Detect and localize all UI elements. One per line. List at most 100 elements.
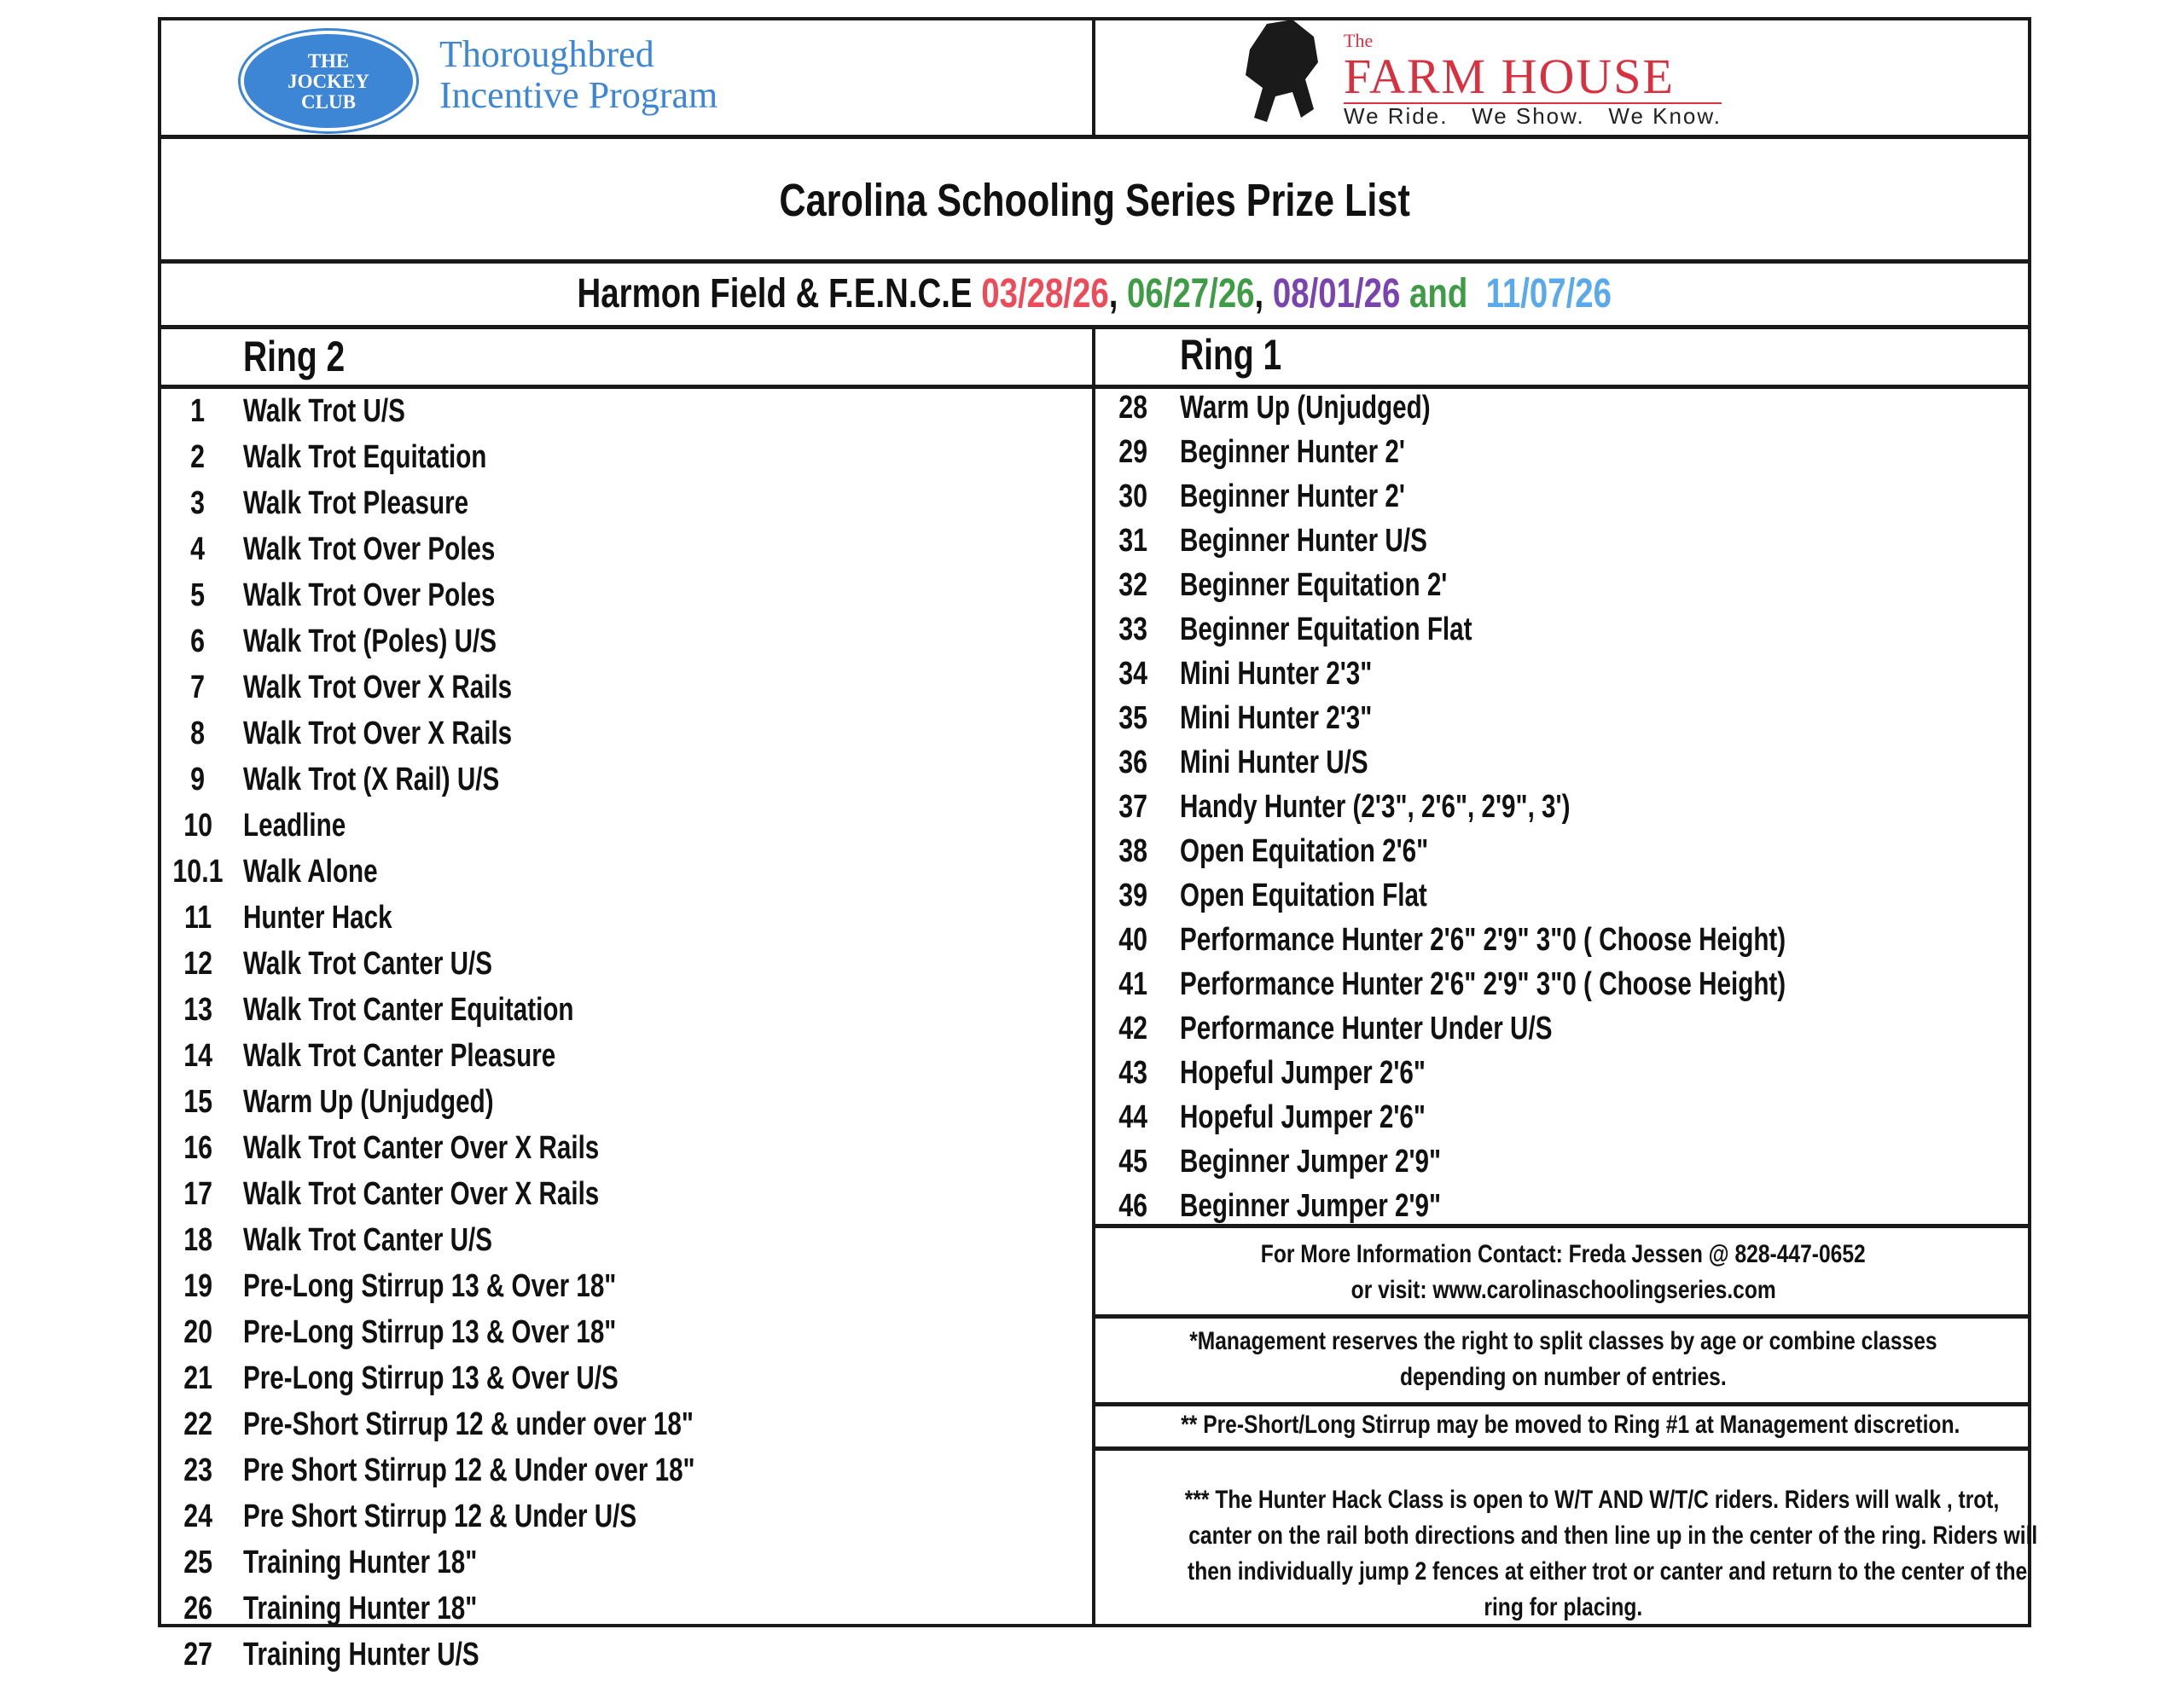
date-4: 11/07/26 — [1485, 271, 1612, 316]
class-number: 24 — [183, 1499, 212, 1534]
date-1: 03/28/26 — [981, 271, 1109, 316]
class-name: Walk Trot Canter Equitation — [243, 992, 574, 1028]
class-name: Walk Trot Canter Over X Rails — [243, 1176, 600, 1212]
class-number: 39 — [1118, 878, 1147, 913]
tip-line-2: Incentive Program — [439, 74, 718, 116]
class-number: 10.1 — [172, 854, 224, 890]
class-name: Walk Trot U/S — [243, 393, 405, 429]
class-name: Hunter Hack — [243, 900, 392, 936]
class-number: 38 — [1118, 833, 1147, 869]
class-number: 33 — [1118, 612, 1147, 647]
management-line: *Management reserves the right to split … — [1189, 1327, 1937, 1355]
class-name: Walk Trot Pleasure — [243, 485, 469, 521]
class-number: 45 — [1118, 1144, 1147, 1180]
class-name: Performance Hunter Under U/S — [1180, 1011, 1553, 1046]
pre-stirrup-note: ** Pre-Short/Long Stirrup may be moved t… — [1095, 1407, 2031, 1443]
hunter-hack-line: canter on the rail both directions and t… — [1188, 1522, 2038, 1550]
hunter-hack-line: ring for placing. — [1484, 1593, 1643, 1621]
class-number: 46 — [1118, 1188, 1147, 1224]
class-number: 35 — [1118, 700, 1147, 736]
class-number: 11 — [183, 900, 212, 936]
class-name: Hopeful Jumper 2'6" — [1180, 1055, 1426, 1091]
class-number: 19 — [183, 1268, 212, 1304]
class-name: Warm Up (Unjudged) — [1180, 390, 1431, 426]
class-name: Pre-Long Stirrup 13 & Over 18" — [243, 1314, 617, 1350]
class-number: 31 — [1118, 523, 1147, 559]
class-number: 37 — [1118, 789, 1147, 825]
class-number: 26 — [183, 1591, 212, 1626]
class-number: 1 — [190, 393, 206, 429]
class-name: Training Hunter U/S — [243, 1637, 479, 1673]
column-divider — [1092, 325, 1095, 1627]
class-number: 29 — [1118, 434, 1147, 470]
class-number: 34 — [1118, 656, 1147, 692]
venue-name: Harmon Field & F.E.N.C.E — [577, 271, 973, 316]
horse-rider-icon — [1246, 20, 1318, 122]
class-number: 5 — [190, 577, 206, 613]
farm-house-name: FARM HOUSE — [1344, 49, 1675, 104]
page-title: Carolina Schooling Series Prize List — [158, 171, 2031, 230]
class-name: Mini Hunter 2'3" — [1180, 700, 1373, 736]
class-number: 42 — [1118, 1011, 1147, 1046]
class-name: Beginner Equitation Flat — [1180, 612, 1472, 647]
venue-line: Harmon Field & F.E.N.C.E 03/28/26, 06/27… — [578, 269, 1612, 320]
management-note: *Management reserves the right to split … — [1095, 1324, 2031, 1395]
farm-house-tagline: We Ride. We Show. We Know. — [1344, 102, 1722, 129]
divider — [1094, 1314, 2031, 1319]
class-name: Walk Trot Canter U/S — [243, 946, 493, 982]
class-name: Hopeful Jumper 2'6" — [1180, 1099, 1426, 1135]
jockey-club-wordmark: THE JOCKEY CLUB — [288, 50, 369, 113]
ring-1-header: Ring 1 — [1180, 329, 1310, 380]
divider — [1094, 1446, 2031, 1451]
class-number: 15 — [183, 1084, 212, 1120]
class-number: 36 — [1118, 745, 1147, 780]
class-name: Beginner Hunter 2' — [1180, 434, 1405, 470]
class-name: Walk Trot Canter Pleasure — [243, 1038, 556, 1074]
class-number: 25 — [183, 1545, 212, 1580]
separator: , — [1108, 271, 1118, 316]
venue-dates: Harmon Field & F.E.N.C.E 03/28/26, 06/27… — [158, 269, 2031, 320]
pre-stirrup-text: ** Pre-Short/Long Stirrup may be moved t… — [1181, 1411, 1960, 1439]
and-word: and — [1409, 271, 1468, 316]
class-name: Walk Trot Over X Rails — [243, 670, 513, 705]
class-name: Open Equitation 2'6" — [1180, 833, 1429, 869]
hunter-hack-note: *** The Hunter Hack Class is open to W/T… — [1095, 1482, 2037, 1626]
class-number: 23 — [183, 1452, 212, 1488]
header-divider — [1092, 17, 1095, 136]
class-name: Leadline — [243, 808, 346, 844]
divider — [158, 135, 2031, 139]
farm-house-logo: The FARM HOUSE We Ride. We Show. We Know… — [1344, 31, 1722, 128]
class-name: Walk Trot (Poles) U/S — [243, 623, 497, 659]
divider — [158, 259, 2031, 264]
divider — [1094, 1402, 2031, 1406]
class-name: Beginner Jumper 2'9" — [1180, 1144, 1442, 1180]
date-2: 06/27/26 — [1127, 271, 1255, 316]
separator: , — [1254, 271, 1264, 316]
class-name: Beginner Hunter U/S — [1180, 523, 1427, 559]
class-name: Walk Trot (X Rail) U/S — [243, 762, 500, 797]
farm-house-the: The — [1344, 30, 1374, 51]
class-name: Pre-Long Stirrup 13 & Over 18" — [243, 1268, 617, 1304]
class-name: Mini Hunter 2'3" — [1180, 656, 1373, 692]
divider — [1094, 1224, 2031, 1228]
class-name: Performance Hunter 2'6" 2'9" 3"0 ( Choos… — [1180, 966, 1786, 1002]
class-number: 21 — [183, 1360, 212, 1396]
class-number: 13 — [183, 992, 212, 1028]
class-number: 32 — [1118, 567, 1147, 603]
class-name: Walk Alone — [243, 854, 378, 890]
class-number: 41 — [1118, 966, 1147, 1002]
class-number: 14 — [183, 1038, 212, 1074]
class-number: 6 — [190, 623, 206, 659]
class-number: 40 — [1118, 922, 1147, 958]
class-number: 4 — [190, 531, 206, 567]
class-number: 2 — [190, 439, 206, 475]
class-number: 16 — [183, 1130, 212, 1166]
class-number: 44 — [1118, 1099, 1147, 1135]
class-number: 12 — [183, 946, 212, 982]
management-line: depending on number of entries. — [1400, 1363, 1727, 1391]
ring-2-header: Ring 2 — [243, 331, 374, 382]
contact-line: For More Information Contact: Freda Jess… — [1261, 1240, 1866, 1268]
tip-title: Thoroughbred Incentive Program — [439, 34, 717, 116]
hunter-hack-line: then individually jump 2 fences at eithe… — [1188, 1557, 2028, 1586]
class-number: 18 — [183, 1222, 212, 1258]
